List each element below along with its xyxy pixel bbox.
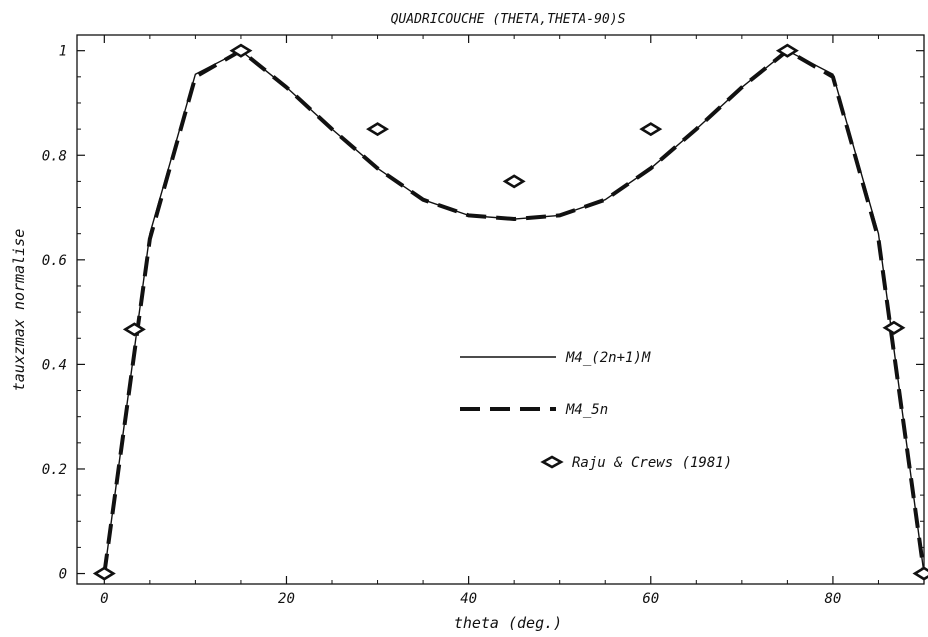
y-tick-label: 0.8: [42, 148, 67, 164]
series-raju-crews-1981-marker: [882, 320, 906, 335]
series-m4-5n-line: [102, 48, 926, 574]
legend-label-solid: M4_(2n+1)M: [565, 350, 651, 366]
x-tick-label: 60: [642, 591, 659, 607]
legend: M4_(2n+1)M M4_5n Raju & Crews (1981): [460, 350, 732, 471]
series-raju-crews-1981-marker: [366, 122, 390, 137]
chart-title: QUADRICOUCHE (THETA,THETA-90)S: [391, 12, 626, 27]
x-axis-ticks: 0 20 40 60 80: [100, 35, 925, 607]
series-raju-crews-1981-marker: [229, 43, 253, 58]
x-tick-label: 40: [460, 591, 477, 607]
x-tick-label: 20: [278, 591, 295, 607]
series-raju-crews-1981-marker: [639, 122, 663, 137]
x-tick-label: 0: [100, 591, 108, 607]
series-raju-crews-1981-marker: [92, 566, 116, 581]
plot-frame: [76, 34, 925, 585]
y-tick-label: 0.6: [42, 253, 67, 269]
x-tick-label: 80: [824, 591, 841, 607]
y-axis-label: tauxzmax normalise: [10, 229, 28, 392]
series-raju-crews-1981-marker: [502, 174, 526, 189]
y-tick-label: 0.4: [42, 357, 67, 373]
y-axis-ticks: 0 0.2 0.4 0.6 0.8 1: [42, 44, 924, 583]
series-raju-crews-1981-marker: [122, 322, 146, 337]
y-tick-label: 1: [59, 44, 67, 60]
series-m4-2n-1-m-line: [103, 49, 925, 574]
legend-label-markers: Raju & Crews (1981): [572, 455, 732, 471]
series-layer: [92, 43, 928, 581]
y-tick-label: 0.2: [42, 462, 67, 478]
legend-label-dashed: M4_5n: [565, 402, 608, 418]
y-tick-label: 0: [59, 567, 67, 583]
series-raju-crews-1981-marker: [775, 43, 799, 58]
legend-diamond-marker: [540, 455, 564, 469]
x-axis-label: theta (deg.): [454, 614, 562, 632]
series-raju-crews-1981-marker: [912, 566, 928, 581]
